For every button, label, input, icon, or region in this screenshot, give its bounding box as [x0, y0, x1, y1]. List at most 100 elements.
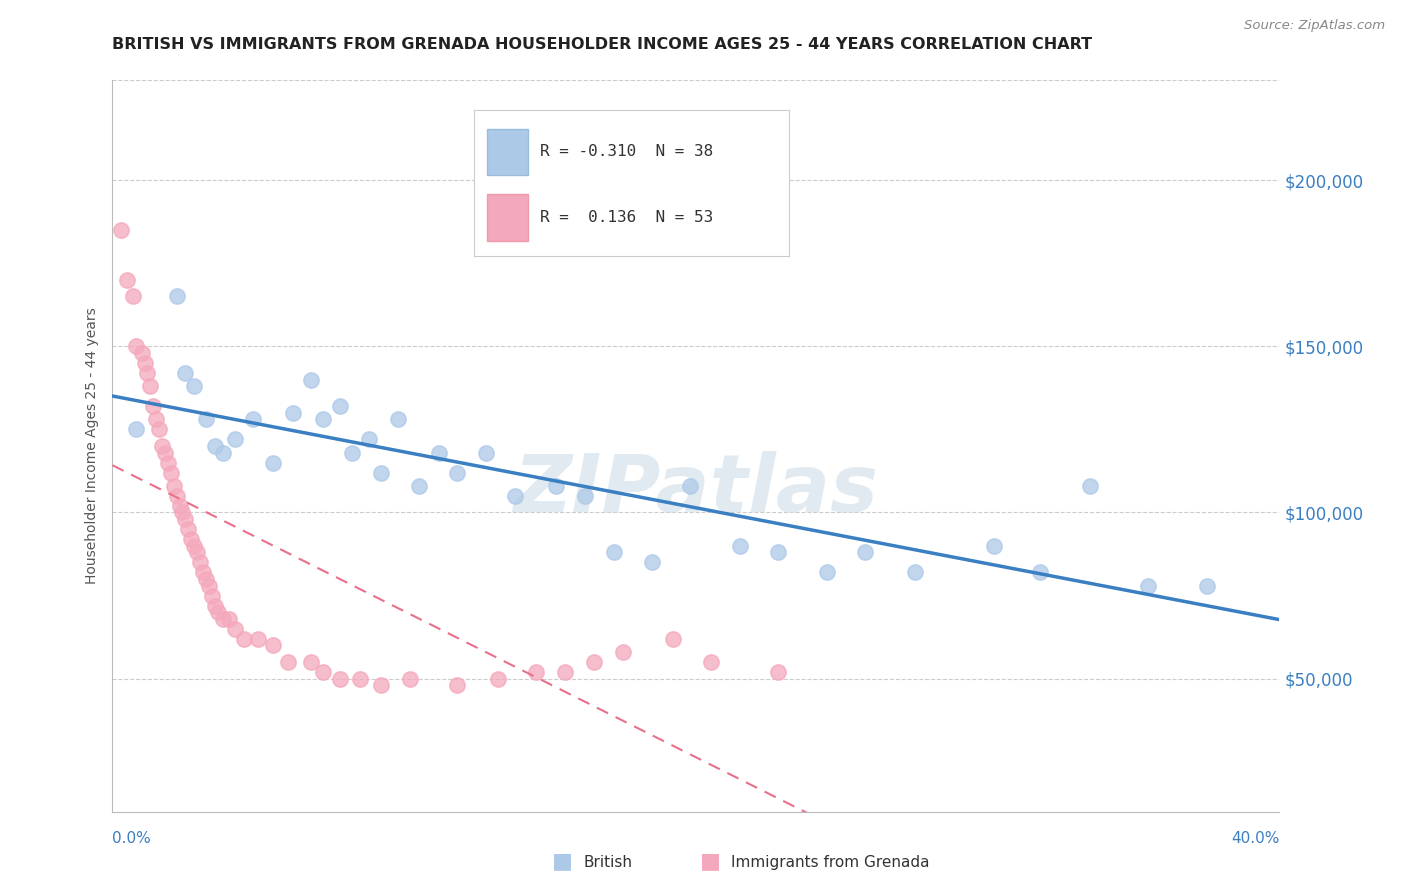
Point: [153, 445, 176, 459]
Text: BRITISH VS IMMIGRANTS FROM GRENADA HOUSEHOLDER INCOME AGES 25 - 44 YEARS CORRELA: BRITISH VS IMMIGRANTS FROM GRENADA HOUSE…: [112, 37, 1092, 52]
Point: [359, 433, 381, 447]
Point: [201, 589, 224, 603]
Point: [110, 223, 132, 237]
Point: [329, 399, 352, 413]
Point: [904, 566, 927, 580]
Point: [329, 672, 352, 686]
Point: [145, 412, 167, 426]
Point: [169, 499, 191, 513]
Point: [183, 379, 205, 393]
Point: [150, 439, 173, 453]
Point: [218, 612, 240, 626]
Point: [679, 479, 702, 493]
Text: ZIPatlas: ZIPatlas: [513, 450, 879, 529]
Point: [197, 579, 219, 593]
Point: [136, 366, 159, 380]
Point: [1029, 566, 1052, 580]
Text: ■: ■: [553, 851, 572, 871]
Point: [408, 479, 430, 493]
Point: [661, 632, 683, 646]
Point: [194, 572, 217, 586]
Point: [204, 599, 226, 613]
Y-axis label: Householder Income Ages 25 - 44 years: Householder Income Ages 25 - 44 years: [84, 308, 98, 584]
Point: [262, 456, 284, 470]
Point: [574, 489, 596, 503]
Point: [699, 655, 721, 669]
Point: [554, 665, 576, 679]
Point: [242, 412, 264, 426]
Point: [163, 479, 186, 493]
Point: [582, 655, 605, 669]
Point: [180, 532, 202, 546]
Point: [204, 439, 226, 453]
Point: [186, 545, 208, 559]
Point: [224, 433, 246, 447]
Point: [122, 289, 145, 303]
Point: [194, 412, 217, 426]
Point: [262, 639, 284, 653]
Point: [1078, 479, 1101, 493]
Point: [207, 605, 229, 619]
Point: [370, 466, 392, 480]
Point: [148, 422, 170, 436]
Point: [166, 289, 188, 303]
Point: [983, 539, 1005, 553]
Point: [247, 632, 270, 646]
Point: [283, 406, 305, 420]
Point: [311, 665, 333, 679]
Point: [276, 655, 298, 669]
Point: [446, 678, 468, 692]
Point: [370, 678, 392, 692]
Point: [156, 456, 179, 470]
Point: [340, 445, 363, 459]
Point: [503, 489, 526, 503]
Point: [728, 539, 751, 553]
Point: [299, 372, 322, 386]
Point: [174, 366, 197, 380]
Point: [174, 512, 197, 526]
Text: 40.0%: 40.0%: [1232, 831, 1279, 846]
Point: [212, 612, 235, 626]
Point: [188, 555, 211, 569]
Point: [142, 399, 165, 413]
Point: [427, 445, 450, 459]
Point: [224, 622, 246, 636]
Point: [612, 645, 634, 659]
Point: [1195, 579, 1218, 593]
Point: [603, 545, 626, 559]
Point: [125, 339, 148, 353]
Point: [641, 555, 664, 569]
Point: [232, 632, 254, 646]
Point: [486, 672, 509, 686]
Point: [139, 379, 162, 393]
Point: [166, 489, 188, 503]
Text: 0.0%: 0.0%: [112, 831, 152, 846]
Point: [115, 273, 138, 287]
Point: [131, 346, 153, 360]
Point: [399, 672, 422, 686]
Point: [183, 539, 205, 553]
Point: [853, 545, 876, 559]
Point: [524, 665, 547, 679]
Point: [191, 566, 214, 580]
Text: ■: ■: [700, 851, 720, 871]
Point: [387, 412, 409, 426]
Point: [475, 445, 498, 459]
Point: [1137, 579, 1160, 593]
Point: [544, 479, 567, 493]
Text: British: British: [583, 855, 633, 870]
Point: [349, 672, 371, 686]
Text: Immigrants from Grenada: Immigrants from Grenada: [731, 855, 929, 870]
Point: [125, 422, 148, 436]
Point: [446, 466, 468, 480]
Point: [766, 545, 789, 559]
Point: [160, 466, 183, 480]
Point: [311, 412, 333, 426]
Point: [134, 356, 156, 370]
Point: [299, 655, 322, 669]
Point: [815, 566, 838, 580]
Point: [212, 445, 235, 459]
Point: [766, 665, 789, 679]
Point: [172, 506, 194, 520]
Point: [177, 522, 200, 536]
